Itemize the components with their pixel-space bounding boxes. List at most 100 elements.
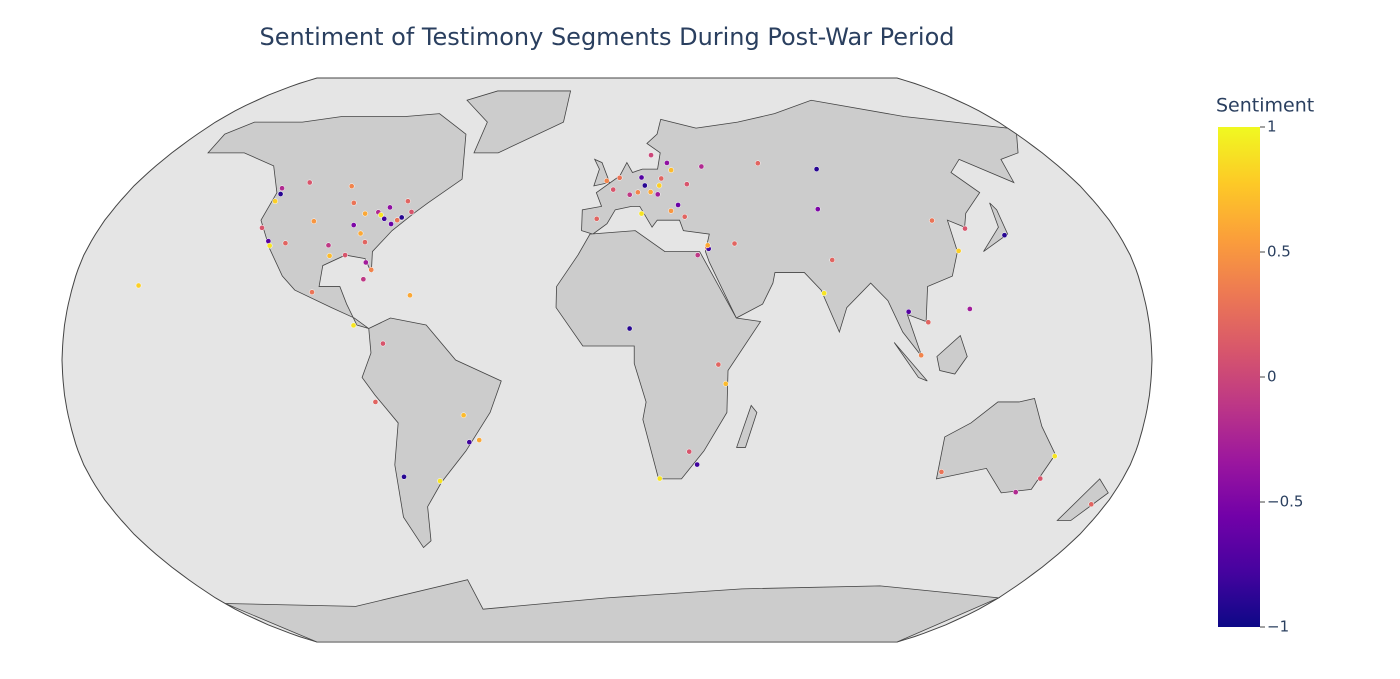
data-point	[814, 206, 821, 212]
data-point	[408, 209, 415, 215]
data-point	[925, 319, 932, 326]
data-point	[722, 380, 729, 387]
land	[207, 113, 467, 329]
data-point	[306, 179, 313, 186]
colorbar-tick-label: −0.5	[1267, 493, 1303, 511]
data-point	[398, 214, 405, 221]
data-point	[715, 361, 722, 368]
data-point	[648, 152, 654, 158]
land	[1056, 478, 1109, 521]
land	[361, 317, 502, 549]
data-point	[350, 322, 357, 329]
data-point	[368, 266, 375, 273]
data-point	[394, 217, 401, 224]
data-point	[362, 210, 368, 217]
data-point	[326, 252, 333, 259]
land	[935, 397, 1056, 494]
data-point	[1051, 453, 1058, 460]
data-point	[664, 160, 670, 166]
data-point	[905, 308, 912, 315]
data-point	[388, 221, 394, 227]
data-point	[381, 215, 388, 222]
data-point	[638, 210, 645, 217]
colorbar-tick-label: 0	[1267, 368, 1277, 386]
land	[225, 579, 1001, 643]
data-point	[378, 212, 384, 218]
data-point	[342, 252, 348, 258]
data-point	[668, 167, 674, 173]
data-point	[309, 289, 315, 296]
data-point	[656, 475, 663, 482]
data-point	[350, 200, 357, 206]
data-point	[266, 242, 273, 249]
data-point	[938, 469, 945, 475]
data-point	[325, 242, 332, 249]
land	[581, 99, 1019, 357]
data-point	[626, 191, 633, 198]
colorbar-tick-label: −1	[1267, 618, 1289, 636]
data-point	[401, 473, 407, 480]
data-point	[362, 239, 368, 246]
points	[135, 152, 1095, 508]
land	[736, 404, 758, 448]
data-point	[829, 257, 836, 263]
data-point	[466, 439, 473, 446]
data-point	[272, 198, 278, 205]
data-point	[610, 186, 617, 193]
land	[466, 90, 572, 154]
data-point	[311, 218, 317, 225]
data-point	[277, 191, 284, 197]
data-point	[731, 240, 738, 247]
land	[893, 342, 928, 382]
data-point	[476, 437, 483, 443]
land	[555, 230, 762, 480]
data-point	[380, 340, 386, 347]
data-point	[1088, 501, 1095, 508]
data-point	[1001, 232, 1008, 239]
colorbar-title: Sentiment	[1216, 95, 1314, 117]
data-point	[929, 217, 935, 224]
colorbar	[1218, 127, 1260, 627]
data-point	[350, 222, 357, 228]
data-point	[437, 478, 443, 484]
data-point	[698, 163, 705, 170]
data-point	[704, 242, 711, 249]
data-point	[593, 215, 600, 222]
data-point	[279, 185, 285, 192]
colorbar-tick-label: 0.5	[1267, 243, 1291, 261]
data-point	[694, 252, 701, 258]
data-point	[405, 198, 411, 205]
data-point	[654, 191, 661, 198]
data-point	[668, 207, 674, 214]
data-point	[647, 189, 654, 195]
data-point	[626, 325, 633, 332]
data-point	[967, 306, 973, 312]
land	[936, 334, 968, 375]
data-point	[387, 204, 393, 211]
data-point	[694, 461, 700, 468]
data-point	[635, 189, 641, 196]
data-point	[686, 448, 693, 455]
data-point	[918, 352, 925, 359]
data-point	[1012, 489, 1019, 495]
data-point	[616, 174, 623, 181]
data-point	[813, 166, 820, 172]
data-point	[955, 248, 962, 254]
data-point	[658, 175, 665, 182]
data-point	[362, 259, 369, 266]
data-point	[460, 412, 467, 419]
chart-title: Sentiment of Testimony Segments During P…	[259, 23, 954, 51]
map	[61, 77, 1153, 643]
data-point	[360, 276, 367, 283]
data-point	[603, 177, 610, 184]
data-point	[641, 182, 648, 189]
data-point	[348, 183, 355, 190]
data-point	[372, 399, 379, 405]
data-point	[754, 160, 761, 167]
data-point	[681, 213, 688, 220]
data-point	[259, 225, 265, 231]
data-point	[821, 290, 827, 297]
data-point	[638, 174, 645, 181]
colorbar-tick-label: 1	[1267, 118, 1277, 136]
